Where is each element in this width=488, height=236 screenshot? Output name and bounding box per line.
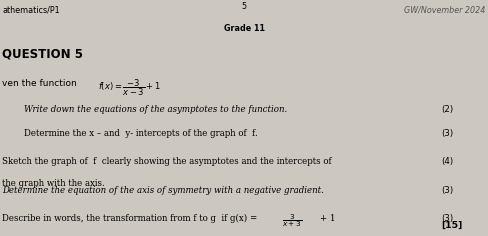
Text: [15]: [15] — [442, 221, 463, 230]
Text: Determine the x – and  y- intercepts of the graph of  f.: Determine the x – and y- intercepts of t… — [24, 129, 258, 138]
Text: 5: 5 — [242, 2, 246, 11]
Text: (3): (3) — [442, 129, 454, 138]
Text: (2): (2) — [442, 105, 454, 114]
Text: $\dfrac{3}{x+3}$: $\dfrac{3}{x+3}$ — [282, 213, 303, 229]
Text: (3): (3) — [442, 186, 454, 195]
Text: Describe in words, the transformation from f to g  if g(x) =: Describe in words, the transformation fr… — [2, 214, 261, 223]
Text: Sketch the graph of  f  clearly showing the asymptotes and the intercepts of: Sketch the graph of f clearly showing th… — [2, 157, 332, 166]
Text: Grade 11: Grade 11 — [224, 24, 264, 33]
Text: Determine the equation of the axis of symmetry with a negative gradient.: Determine the equation of the axis of sy… — [2, 186, 325, 195]
Text: GW/November 2024: GW/November 2024 — [404, 6, 486, 15]
Text: athematics/P1: athematics/P1 — [2, 6, 60, 15]
Text: ven the function: ven the function — [2, 79, 77, 88]
Text: the graph with the axis.: the graph with the axis. — [2, 179, 105, 188]
Text: $f(x) = \dfrac{-3}{x-3} + 1$: $f(x) = \dfrac{-3}{x-3} + 1$ — [98, 78, 161, 98]
Text: (4): (4) — [442, 157, 454, 166]
Text: (3): (3) — [442, 214, 454, 223]
Text: QUESTION 5: QUESTION 5 — [2, 47, 83, 60]
Text: + 1: + 1 — [320, 214, 335, 223]
Text: Write down the equations of the asymptotes to the function.: Write down the equations of the asymptot… — [24, 105, 287, 114]
